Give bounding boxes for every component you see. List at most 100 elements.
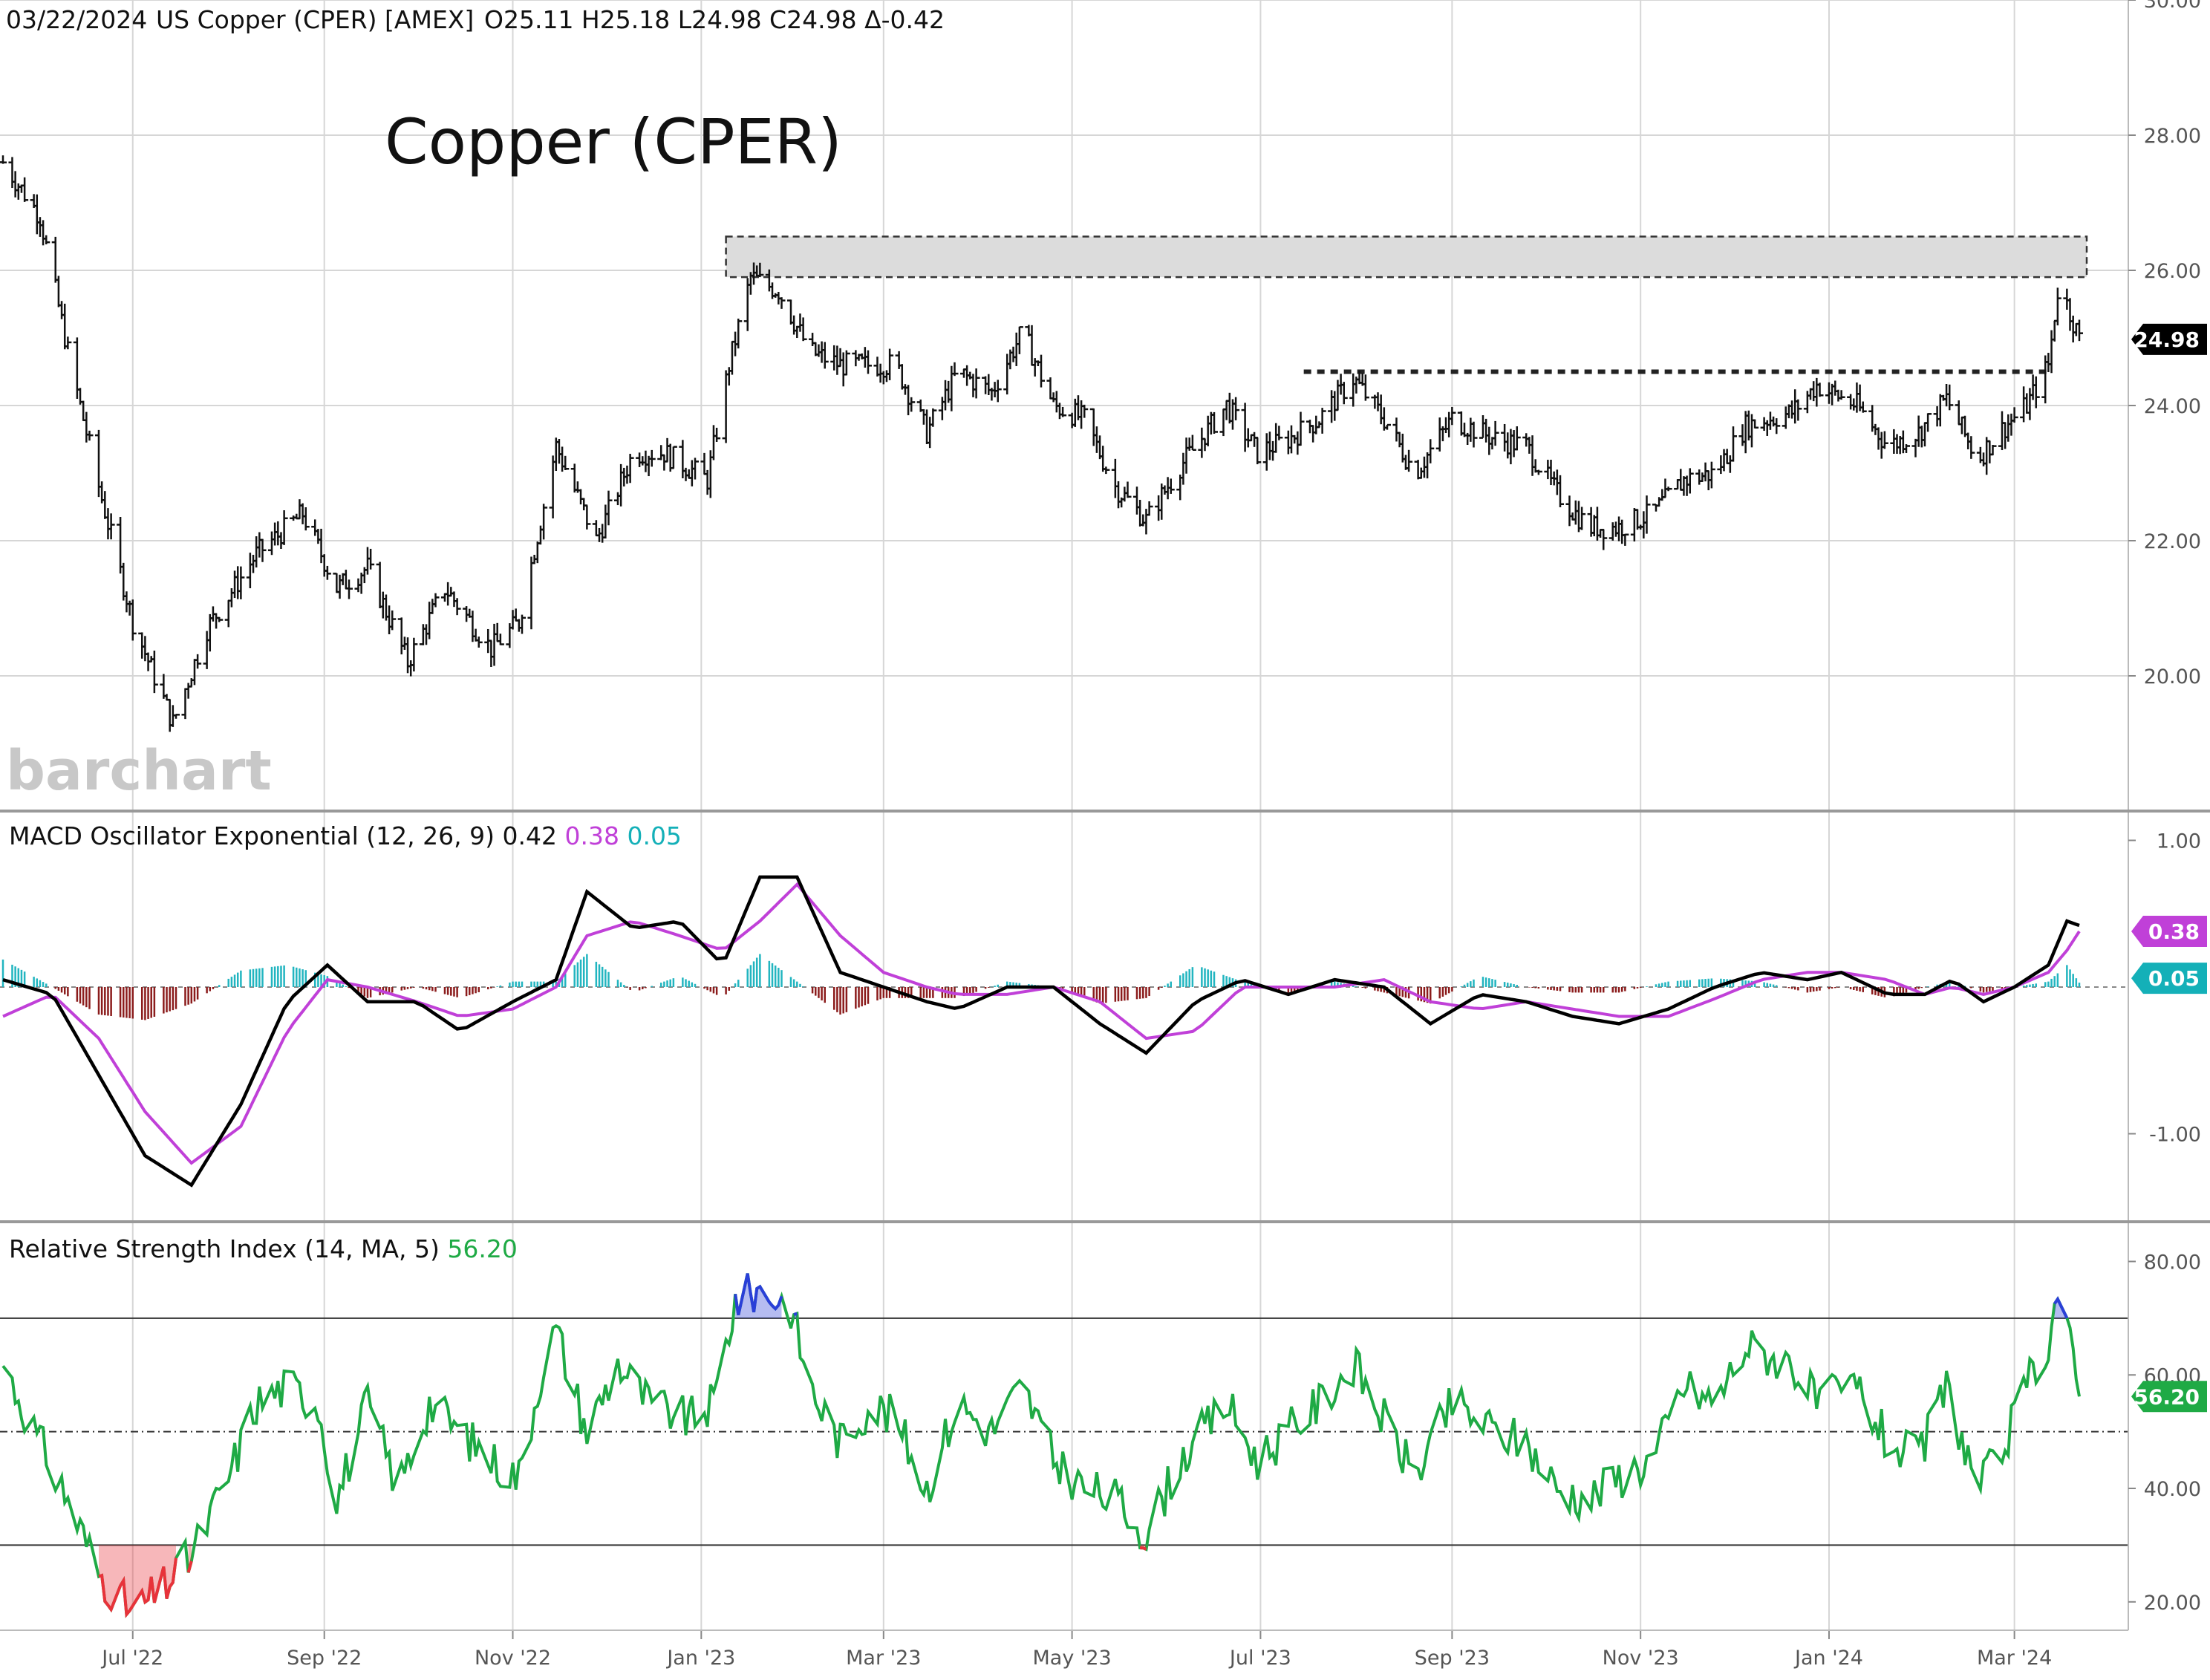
rsi-overbought-area (735, 1273, 782, 1318)
price-bar (42, 235, 50, 244)
price-bar (21, 177, 29, 202)
macd-signal-line (2, 882, 2081, 1165)
price-bar (533, 541, 541, 564)
price-bar (194, 654, 202, 669)
price-bar (150, 650, 158, 694)
price-bar (734, 318, 743, 349)
price-bar (1565, 495, 1574, 527)
header-ohlc: O25.11 H25.18 L24.98 C24.98 Δ-0.42 (484, 5, 945, 34)
barchart-watermark: barchart (6, 739, 272, 803)
price-bar (1557, 475, 1564, 507)
price-bar (1621, 533, 1629, 546)
price-bar (475, 636, 483, 648)
price-bar (1600, 529, 1608, 550)
price-bar (1773, 418, 1781, 434)
rsi-oversold-area-edge (98, 1557, 177, 1618)
price-bar (994, 380, 1002, 403)
price-bar (1903, 444, 1910, 453)
price-bar (583, 504, 591, 530)
price-bar (821, 342, 829, 369)
price-bars (0, 155, 2083, 732)
price-bar (1837, 390, 1845, 400)
rsi-legend-name: Relative Strength Index (9, 1234, 297, 1263)
price-bar (323, 565, 331, 580)
rsi-line (1, 1273, 2081, 1618)
price-bar (1578, 507, 1586, 530)
chart-title: Copper (CPER) (385, 105, 842, 178)
price-bar (1080, 404, 1089, 418)
price-bar (1167, 478, 1175, 494)
macd-legend-name: MACD Oscillator Exponential (9, 821, 359, 850)
price-bar (453, 598, 461, 616)
price-bar (51, 236, 59, 283)
price-bar (1102, 466, 1110, 475)
last-price-tag-text: 24.98 (2134, 328, 2200, 352)
header-symbol: US Copper (CPER) [AMEX] (156, 5, 474, 34)
price-bar (929, 408, 937, 427)
rsi-legend-value: 56.20 (447, 1234, 517, 1263)
price-bar (1037, 354, 1045, 388)
rsi-overbought-area-edge (793, 1312, 798, 1316)
price-bar (1188, 434, 1196, 452)
histogram-value-tag-text: 0.05 (2148, 966, 2200, 991)
price-bar (1989, 445, 1997, 456)
price-bar (907, 397, 916, 412)
price-bar (410, 637, 418, 672)
price-bar (1015, 326, 1023, 354)
price-bar (1470, 421, 1478, 448)
price-bar (1210, 411, 1218, 434)
price-bar (2053, 287, 2061, 326)
price-bar (258, 538, 267, 562)
price-bar (951, 362, 959, 377)
price-bar (1924, 413, 1932, 432)
price-bar (604, 490, 613, 526)
price-bar (1707, 461, 1715, 489)
price-bar (527, 556, 535, 630)
y-axis-label: 28.00 (2144, 125, 2201, 148)
rsi-oversold-area-edge (1140, 1546, 1147, 1551)
price-bar (1751, 419, 1759, 429)
value-tags: 24.98 0.38 0.05 56.20 (2131, 323, 2207, 1413)
price-bar (1059, 406, 1067, 417)
price-bar (1686, 468, 1694, 494)
y-axis-label: -1.00 (2149, 1124, 2201, 1147)
price-bar (1145, 501, 1153, 516)
price-bar (713, 427, 721, 442)
x-axis-label: Sep '23 (1415, 1647, 1490, 1670)
x-axis-label: Mar '23 (846, 1647, 921, 1670)
price-bar (626, 454, 634, 484)
price-bar (172, 714, 180, 719)
price-panel (0, 155, 2088, 732)
price-bar (2076, 319, 2083, 342)
price-bar (1232, 397, 1240, 420)
price-bar (85, 430, 94, 441)
y-axis-label: 20.00 (2144, 1592, 2201, 1615)
price-bar (215, 616, 224, 622)
rsi-panel (0, 1273, 2128, 1618)
y-axis-label: 26.00 (2144, 260, 2201, 283)
x-axis-label: Jan '24 (1793, 1647, 1863, 1670)
price-bar (64, 336, 72, 350)
price-bar (648, 449, 656, 467)
price-bar (496, 634, 504, 645)
price-bar (301, 507, 310, 531)
price-bar (1448, 406, 1456, 426)
rsi-overbought-area-edge (2053, 1296, 2069, 1319)
price-bar (2010, 407, 2018, 423)
y-axis-label: 22.00 (2144, 530, 2201, 553)
price-bar (799, 317, 807, 342)
price-bar (1297, 411, 1305, 446)
rsi-legend-params: (14, MA, 5) (304, 1234, 440, 1263)
x-axis-label: Jul '22 (100, 1647, 163, 1670)
macd-legend-value: 0.42 (502, 821, 556, 850)
rsi-legend: Relative Strength Index (14, MA, 5) 56.2… (9, 1234, 518, 1263)
y-axis-label: 20.00 (2144, 665, 2201, 688)
price-bar (1491, 420, 1499, 446)
price-bar (518, 614, 526, 634)
price-bar (1859, 401, 1867, 413)
price-bar (540, 504, 548, 540)
x-axis-label: May '23 (1033, 1647, 1112, 1670)
x-axis-label: Nov '23 (1603, 1647, 1679, 1670)
